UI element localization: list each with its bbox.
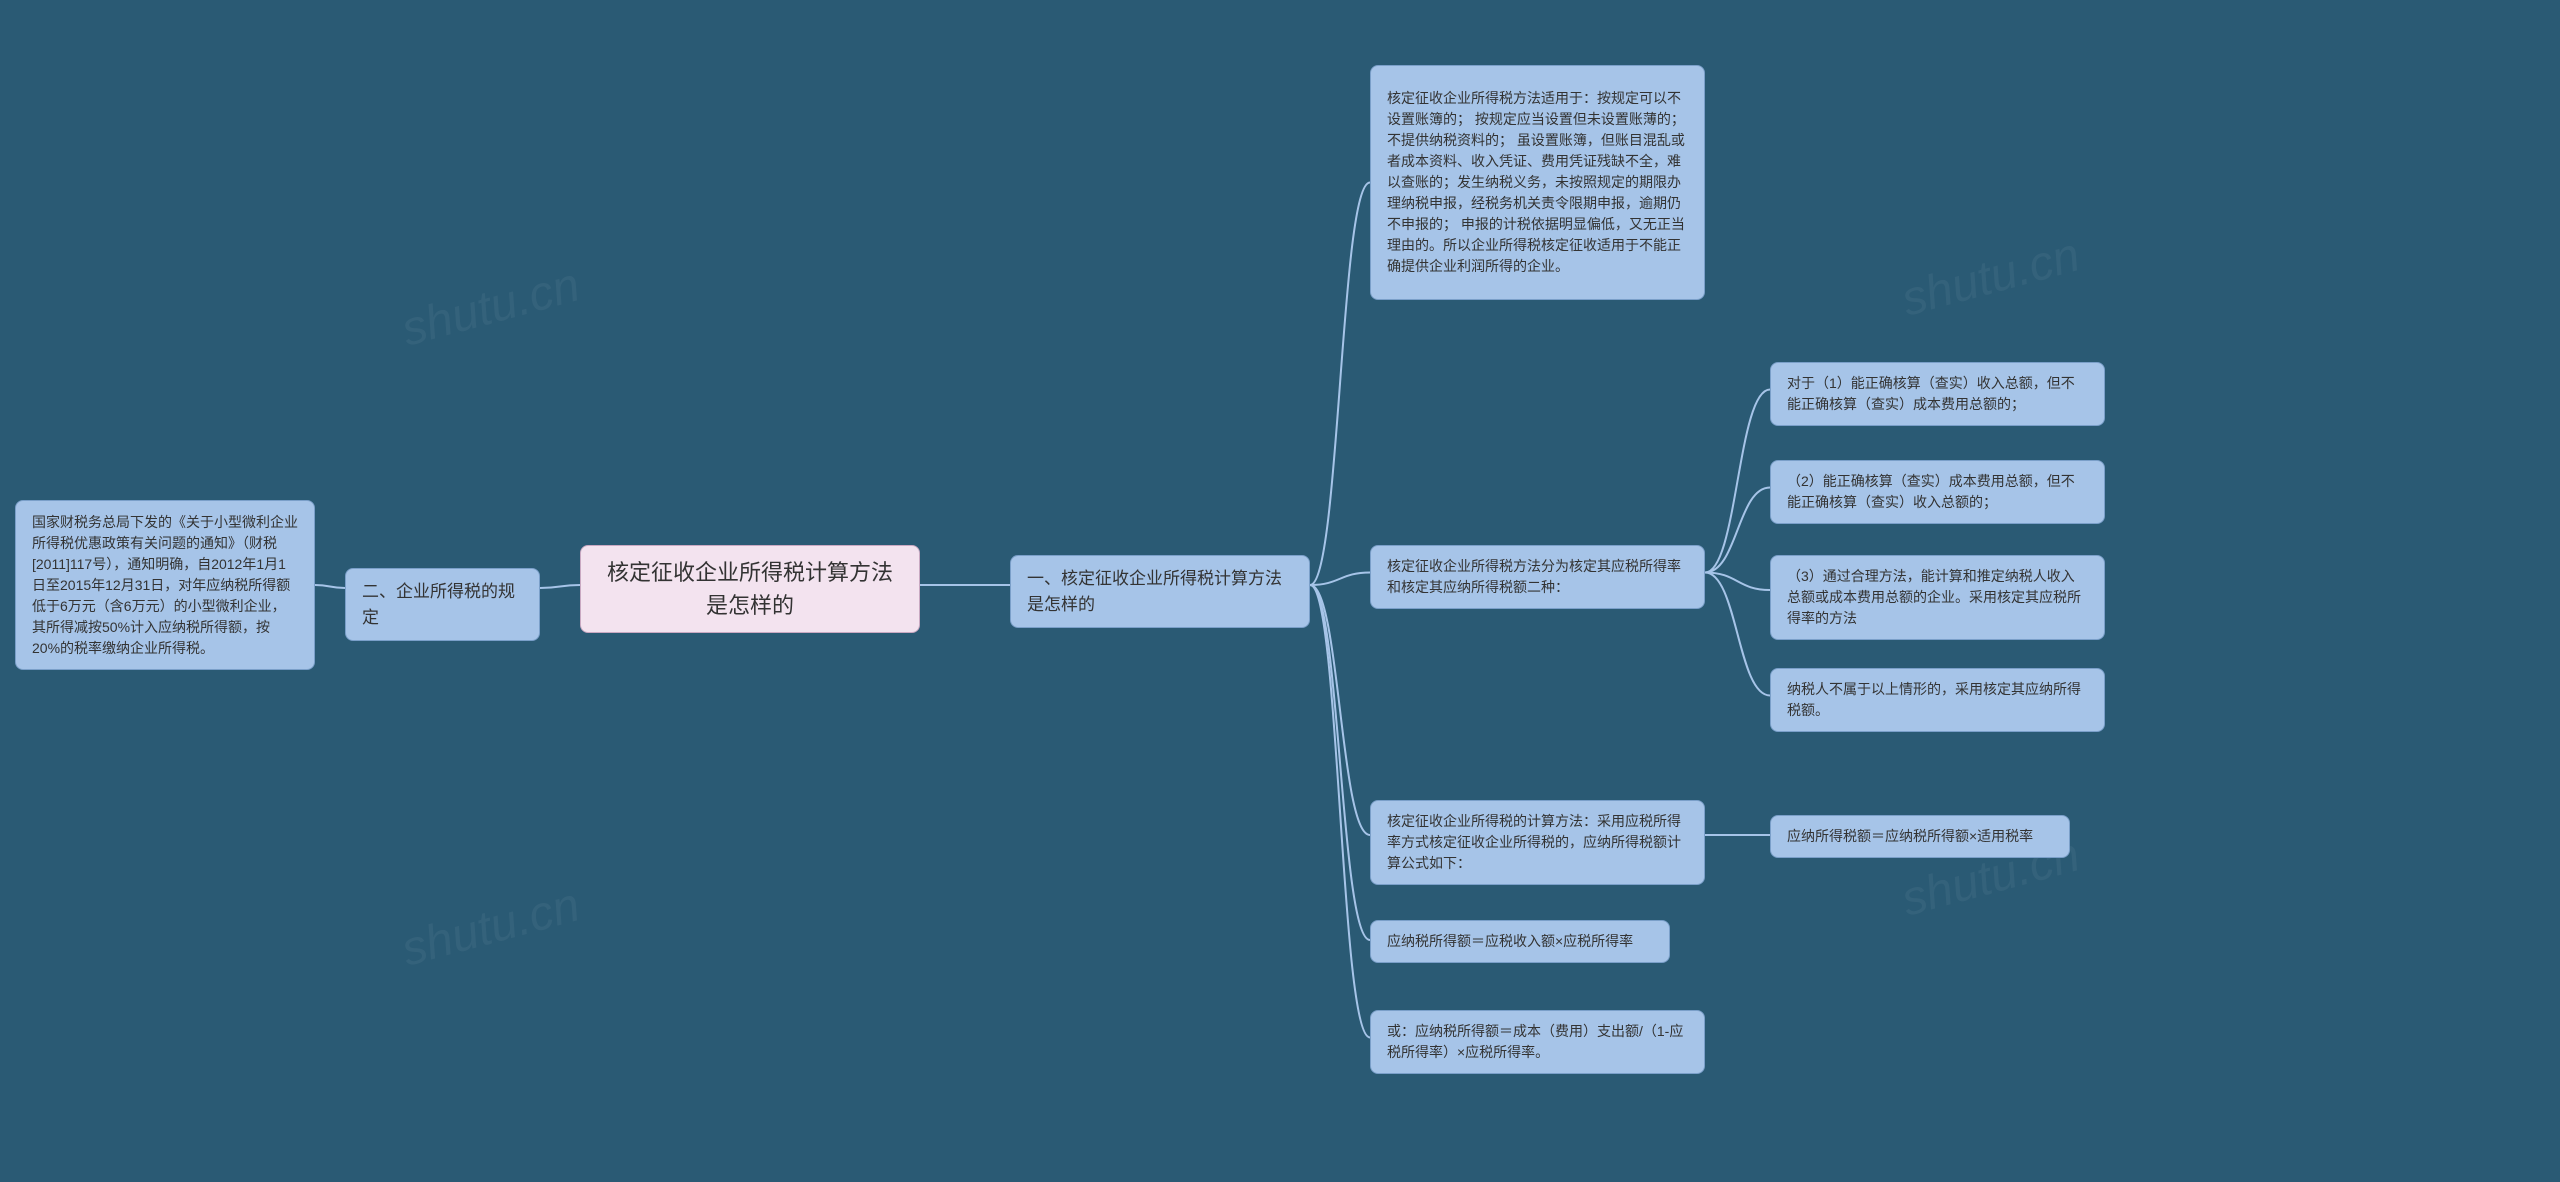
node-r-1[interactable]: 核定征收企业所得税方法分为核定其应税所得率和核定其应纳所得税额二种：: [1370, 545, 1705, 609]
node-text: 一、核定征收企业所得税计算方法是怎样的: [1027, 566, 1293, 617]
node-text: 核定征收企业所得税方法适用于：按规定可以不设置账簿的； 按规定应当设置但未设置账…: [1387, 88, 1688, 277]
watermark: shutu.cn: [1896, 227, 2086, 327]
node-r-2[interactable]: 核定征收企业所得税的计算方法：采用应税所得率方式核定征收企业所得税的，应纳所得税…: [1370, 800, 1705, 885]
node-r-1-3[interactable]: 纳税人不属于以上情形的，采用核定其应纳所得税额。: [1770, 668, 2105, 732]
node-text: （2）能正确核算（查实）成本费用总额，但不能正确核算（查实）收入总额的；: [1787, 471, 2088, 513]
watermark: shutu.cn: [396, 257, 586, 357]
node-text: 核定征收企业所得税的计算方法：采用应税所得率方式核定征收企业所得税的，应纳所得税…: [1387, 811, 1688, 874]
node-right-branch[interactable]: 一、核定征收企业所得税计算方法是怎样的: [1010, 555, 1310, 628]
node-l-0[interactable]: 国家财税务总局下发的《关于小型微利企业所得税优惠政策有关问题的通知》（财税[20…: [15, 500, 315, 670]
node-text: 国家财税务总局下发的《关于小型微利企业所得税优惠政策有关问题的通知》（财税[20…: [32, 512, 298, 659]
node-text: 核定征收企业所得税方法分为核定其应税所得率和核定其应纳所得税额二种：: [1387, 556, 1688, 598]
node-text: 纳税人不属于以上情形的，采用核定其应纳所得税额。: [1787, 679, 2088, 721]
node-r-1-2[interactable]: （3）通过合理方法，能计算和推定纳税人收入总额或成本费用总额的企业。采用核定其应…: [1770, 555, 2105, 640]
node-text: 核定征收企业所得税计算方法是怎样的: [597, 556, 903, 622]
node-r-1-1[interactable]: （2）能正确核算（查实）成本费用总额，但不能正确核算（查实）收入总额的；: [1770, 460, 2105, 524]
node-r-4[interactable]: 或：应纳税所得额＝成本（费用）支出额/（1-应税所得率）×应税所得率。: [1370, 1010, 1705, 1074]
node-r-0[interactable]: 核定征收企业所得税方法适用于：按规定可以不设置账簿的； 按规定应当设置但未设置账…: [1370, 65, 1705, 300]
node-text: 应纳税所得额＝应税收入额×应税所得率: [1387, 931, 1633, 952]
node-root[interactable]: 核定征收企业所得税计算方法是怎样的: [580, 545, 920, 633]
mindmap-canvas: shutu.cnshutu.cnshutu.cnshutu.cn核定征收企业所得…: [0, 0, 2560, 1182]
node-text: 对于（1）能正确核算（查实）收入总额，但不能正确核算（查实）成本费用总额的；: [1787, 373, 2088, 415]
node-text: 二、企业所得税的规定: [362, 579, 523, 630]
node-left-branch[interactable]: 二、企业所得税的规定: [345, 568, 540, 641]
watermark: shutu.cn: [396, 877, 586, 977]
node-text: 或：应纳税所得额＝成本（费用）支出额/（1-应税所得率）×应税所得率。: [1387, 1021, 1688, 1063]
node-r-1-0[interactable]: 对于（1）能正确核算（查实）收入总额，但不能正确核算（查实）成本费用总额的；: [1770, 362, 2105, 426]
node-r-2-0[interactable]: 应纳所得税额＝应纳税所得额×适用税率: [1770, 815, 2070, 858]
node-text: 应纳所得税额＝应纳税所得额×适用税率: [1787, 826, 2033, 847]
node-r-3[interactable]: 应纳税所得额＝应税收入额×应税所得率: [1370, 920, 1670, 963]
node-text: （3）通过合理方法，能计算和推定纳税人收入总额或成本费用总额的企业。采用核定其应…: [1787, 566, 2088, 629]
